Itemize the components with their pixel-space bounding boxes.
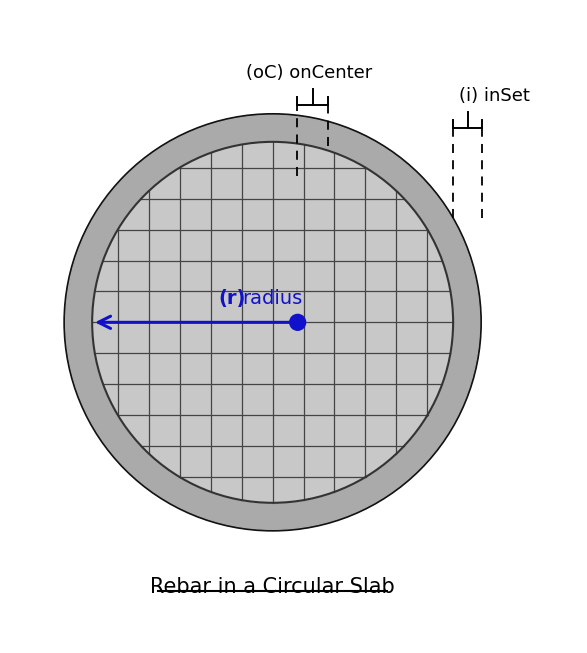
Text: Rebar in a Circular Slab: Rebar in a Circular Slab [150,577,395,597]
Text: (i) inSet: (i) inSet [460,88,530,105]
Circle shape [66,116,480,530]
Circle shape [290,314,306,330]
Text: (r): (r) [218,289,246,308]
Circle shape [64,114,481,531]
Circle shape [92,142,453,503]
Text: (oC) onCenter: (oC) onCenter [246,65,372,82]
Text: radius: radius [242,289,303,308]
